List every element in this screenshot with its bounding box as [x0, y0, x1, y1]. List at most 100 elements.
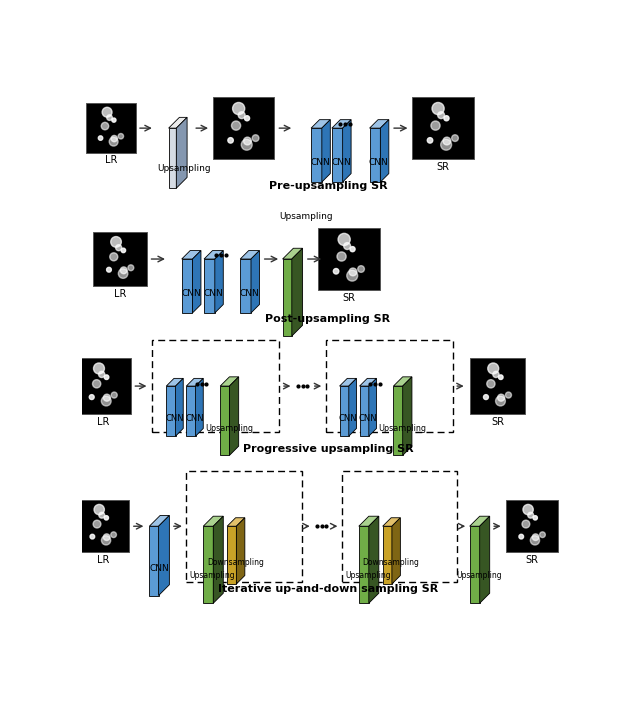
Text: CNN: CNN	[310, 158, 330, 167]
Polygon shape	[213, 516, 223, 603]
Polygon shape	[480, 516, 490, 603]
Circle shape	[349, 268, 357, 276]
Polygon shape	[369, 378, 376, 436]
Polygon shape	[227, 518, 245, 526]
Circle shape	[528, 512, 534, 518]
Text: Iterative up-and-down sampling SR: Iterative up-and-down sampling SR	[218, 584, 438, 595]
Polygon shape	[394, 377, 412, 386]
Circle shape	[107, 115, 113, 121]
Polygon shape	[383, 526, 392, 584]
Polygon shape	[204, 516, 223, 526]
Polygon shape	[204, 251, 223, 259]
Polygon shape	[227, 526, 236, 584]
Polygon shape	[292, 249, 303, 336]
Polygon shape	[212, 98, 274, 159]
Circle shape	[112, 118, 116, 122]
Circle shape	[441, 139, 452, 150]
Polygon shape	[168, 117, 187, 128]
Polygon shape	[360, 386, 369, 436]
Circle shape	[104, 375, 109, 380]
Circle shape	[443, 137, 451, 145]
Circle shape	[93, 520, 101, 528]
Text: CNN: CNN	[186, 414, 204, 423]
Text: Upsampling: Upsampling	[189, 571, 236, 580]
Text: LR: LR	[105, 155, 117, 166]
Circle shape	[506, 392, 511, 398]
Circle shape	[228, 138, 234, 143]
Circle shape	[101, 536, 111, 545]
Circle shape	[104, 516, 109, 520]
Text: SR: SR	[491, 417, 504, 428]
Polygon shape	[380, 119, 389, 182]
Text: CNN: CNN	[359, 414, 378, 423]
Polygon shape	[359, 526, 369, 603]
Polygon shape	[175, 378, 183, 436]
Polygon shape	[360, 378, 376, 386]
Text: Upsampling: Upsampling	[205, 424, 253, 433]
Polygon shape	[506, 500, 558, 552]
Circle shape	[109, 253, 118, 261]
Text: Upsampling: Upsampling	[345, 571, 391, 580]
Circle shape	[523, 505, 533, 515]
Polygon shape	[86, 103, 136, 153]
Polygon shape	[220, 386, 230, 456]
Polygon shape	[470, 516, 490, 526]
Text: CNN: CNN	[166, 414, 184, 423]
Text: Upsampling: Upsampling	[379, 424, 427, 433]
Circle shape	[89, 395, 94, 399]
Text: Progressive upsampling SR: Progressive upsampling SR	[243, 444, 413, 454]
Text: Upsampling: Upsampling	[456, 571, 502, 580]
Circle shape	[488, 363, 499, 374]
Polygon shape	[369, 128, 380, 182]
Circle shape	[487, 380, 495, 388]
Circle shape	[118, 133, 124, 139]
Text: SR: SR	[342, 293, 355, 303]
Text: LR: LR	[114, 289, 126, 298]
Text: Upsampling: Upsampling	[157, 164, 211, 173]
Circle shape	[109, 137, 118, 146]
Polygon shape	[342, 119, 351, 182]
Text: SR: SR	[525, 555, 538, 565]
Polygon shape	[311, 128, 322, 182]
Circle shape	[444, 116, 449, 121]
Polygon shape	[149, 515, 170, 526]
Polygon shape	[332, 128, 342, 182]
Polygon shape	[403, 377, 412, 456]
Text: CNN: CNN	[332, 158, 351, 167]
Polygon shape	[186, 378, 204, 386]
Circle shape	[101, 122, 109, 130]
Polygon shape	[283, 259, 292, 336]
Polygon shape	[251, 251, 259, 313]
Text: CNN: CNN	[204, 289, 223, 298]
Circle shape	[101, 396, 111, 406]
Text: Post-upsampling SR: Post-upsampling SR	[266, 314, 390, 324]
Text: CNN: CNN	[150, 564, 169, 573]
Polygon shape	[176, 117, 187, 188]
Polygon shape	[193, 251, 201, 313]
Circle shape	[498, 394, 504, 402]
Polygon shape	[392, 518, 401, 584]
Polygon shape	[383, 518, 401, 526]
Polygon shape	[412, 98, 474, 159]
Polygon shape	[340, 386, 349, 436]
Text: Downsampling: Downsampling	[363, 558, 420, 567]
Polygon shape	[168, 128, 176, 188]
Circle shape	[111, 392, 117, 398]
Text: CNN: CNN	[181, 289, 201, 298]
Circle shape	[431, 121, 440, 130]
Circle shape	[118, 269, 128, 279]
Circle shape	[337, 252, 346, 261]
Circle shape	[358, 265, 364, 272]
Polygon shape	[240, 251, 259, 259]
Polygon shape	[182, 251, 201, 259]
Circle shape	[103, 534, 110, 541]
Circle shape	[519, 534, 524, 539]
Circle shape	[495, 396, 506, 406]
Polygon shape	[394, 386, 403, 456]
Circle shape	[121, 248, 125, 253]
Polygon shape	[76, 358, 131, 413]
Polygon shape	[359, 516, 379, 526]
Circle shape	[338, 233, 350, 246]
Circle shape	[428, 138, 433, 143]
Circle shape	[104, 394, 110, 402]
